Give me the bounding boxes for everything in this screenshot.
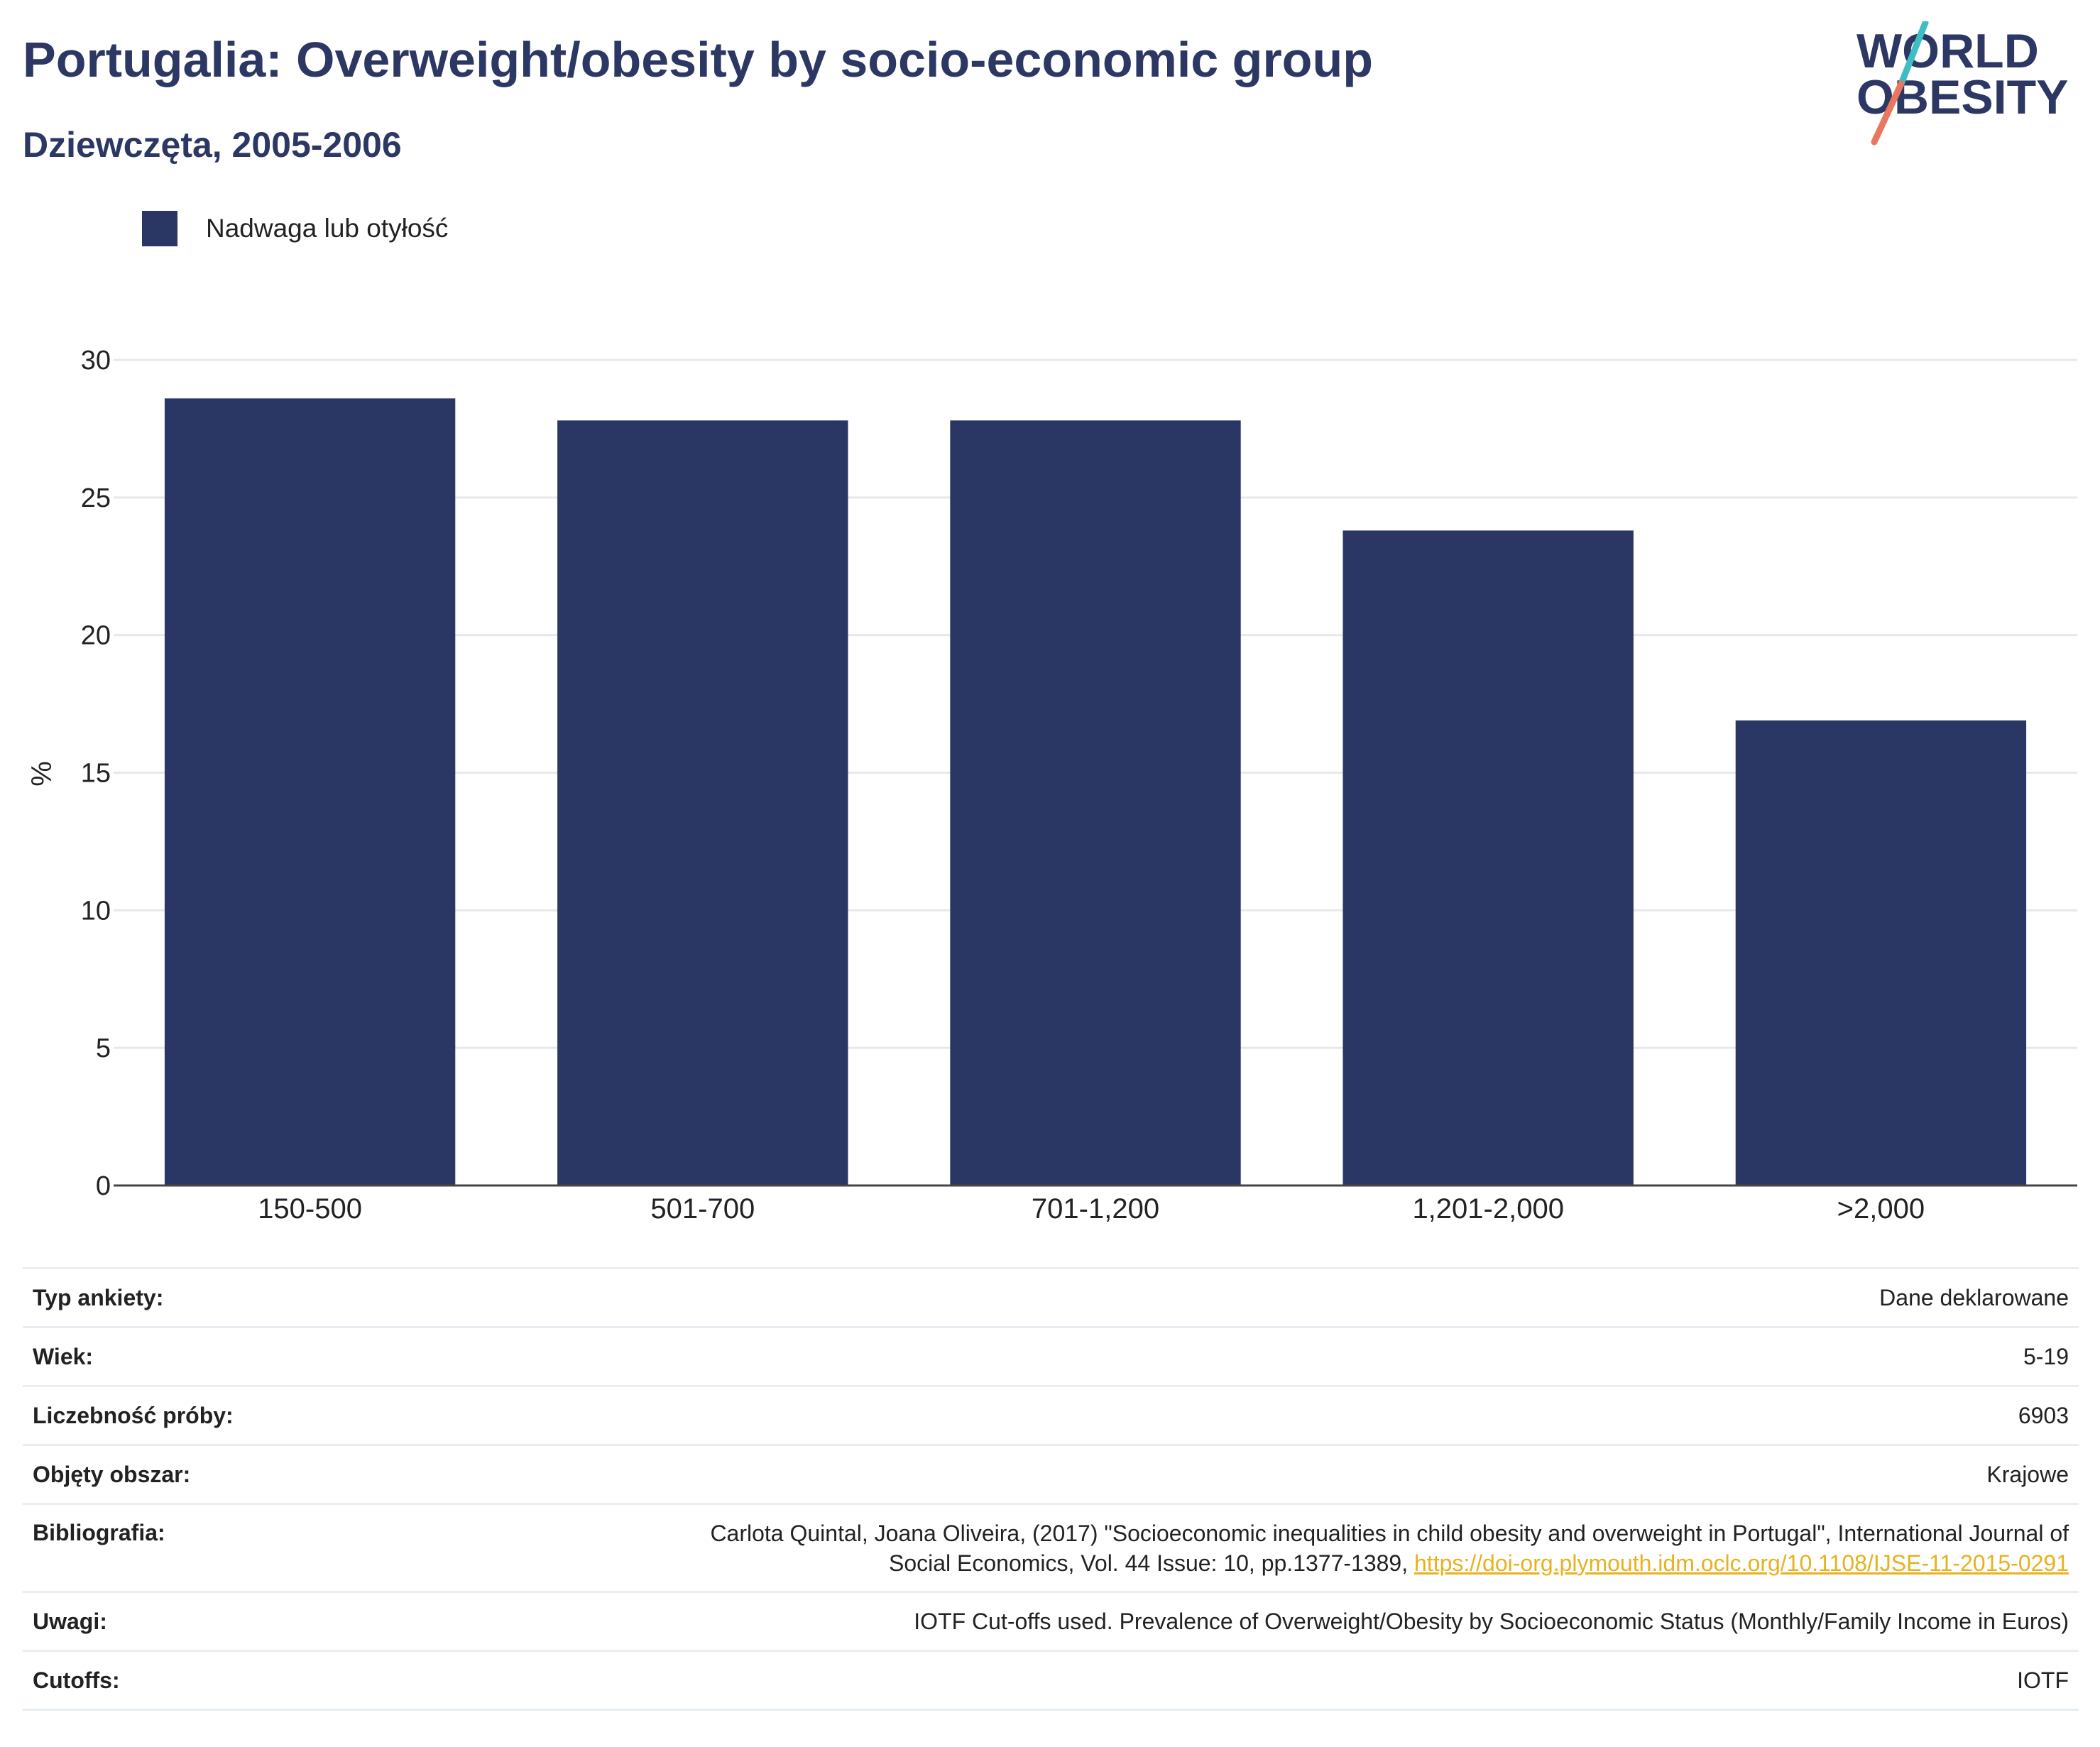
info-label: Typ ankiety: bbox=[33, 1285, 164, 1310]
info-value: IOTF bbox=[2017, 1667, 2069, 1693]
bar[interactable] bbox=[950, 420, 1241, 1186]
logo-slash-coral bbox=[1871, 80, 1905, 146]
y-tick-labels: 0 5 10 15 20 25 30 bbox=[81, 346, 111, 1201]
y-axis-label: % bbox=[26, 761, 58, 787]
info-value: Dane deklarowane bbox=[1879, 1285, 2069, 1310]
x-tick-label: 501-700 bbox=[650, 1193, 755, 1225]
chart-subtitle: Dziewczęta, 2005-2006 bbox=[23, 125, 402, 165]
bar[interactable] bbox=[557, 420, 848, 1186]
info-label: Bibliografia: bbox=[33, 1520, 165, 1545]
world-obesity-logo: WORLD OBESITY bbox=[1856, 21, 2069, 146]
chart-legend: Nadwaga lub otyłość bbox=[142, 210, 448, 247]
bar-chart: 0 5 10 15 20 25 30 150-500 501-700 701-1,200 1,20… bbox=[26, 346, 2077, 1225]
y-tick-label: 15 bbox=[81, 759, 111, 789]
info-label: Wiek: bbox=[33, 1344, 94, 1369]
y-tick-label: 30 bbox=[81, 346, 111, 376]
info-label: Liczebność próby: bbox=[33, 1403, 234, 1428]
info-label: Objęty obszar: bbox=[33, 1462, 191, 1487]
x-tick-labels: 150-500 501-700 701-1,200 1,201-2,000 >2,000 bbox=[258, 1193, 1925, 1225]
x-tick-label: 150-500 bbox=[258, 1193, 362, 1225]
bar[interactable] bbox=[1342, 530, 1634, 1185]
y-tick-label: 10 bbox=[81, 896, 111, 926]
bibliography-line-2: Social Economics, Vol. 44 Issue: 10, pp.… bbox=[888, 1550, 1414, 1576]
bibliography-line-1: Carlota Quintal, Joana Oliveira, (2017) … bbox=[710, 1520, 2069, 1546]
info-value: Krajowe bbox=[1986, 1462, 2069, 1487]
info-label: Uwagi: bbox=[33, 1609, 107, 1634]
info-row-survey-type: Typ ankiety: Dane deklarowane bbox=[23, 1268, 2079, 1327]
info-value: Carlota Quintal, Joana Oliveira, (2017) … bbox=[341, 1504, 2079, 1592]
info-value: IOTF Cut-offs used. Prevalence of Overwe… bbox=[914, 1609, 2069, 1634]
info-value: 5-19 bbox=[2023, 1344, 2069, 1369]
info-row-age: Wiek: 5-19 bbox=[23, 1327, 2079, 1386]
info-row-cutoffs: Cutoffs: IOTF bbox=[23, 1650, 2079, 1710]
y-tick-label: 25 bbox=[81, 483, 111, 513]
y-tick-label: 5 bbox=[96, 1034, 111, 1063]
info-value: 6903 bbox=[2018, 1403, 2069, 1428]
x-tick-label: >2,000 bbox=[1837, 1193, 1925, 1225]
info-row-area: Objęty obszar: Krajowe bbox=[23, 1445, 2079, 1504]
info-row-notes: Uwagi: IOTF Cut-offs used. Prevalence of… bbox=[23, 1592, 2079, 1651]
bar[interactable] bbox=[1735, 720, 2027, 1185]
x-tick-label: 701-1,200 bbox=[1032, 1193, 1159, 1225]
chart-title: Portugalia: Overweight/obesity by socio-… bbox=[23, 32, 1373, 87]
legend-label: Nadwaga lub otyłość bbox=[206, 214, 449, 243]
y-tick-label: 0 bbox=[96, 1171, 111, 1201]
x-tick-label: 1,201-2,000 bbox=[1412, 1193, 1564, 1225]
legend-swatch bbox=[142, 211, 177, 246]
info-row-bibliography: Bibliografia: Carlota Quintal, Joana Oli… bbox=[23, 1504, 2079, 1592]
info-row-sample-size: Liczebność próby: 6903 bbox=[23, 1386, 2079, 1445]
logo-slash-teal bbox=[1898, 21, 1929, 87]
bar[interactable] bbox=[164, 398, 456, 1185]
logo-line-world: WORLD bbox=[1856, 24, 2039, 78]
bars bbox=[164, 398, 2027, 1186]
bibliography-doi-link[interactable]: https://doi-org.plymouth.idm.oclc.org/10… bbox=[1414, 1550, 2069, 1576]
info-table: Typ ankiety: Dane deklarowane Wiek: 5-19… bbox=[23, 1267, 2079, 1711]
y-tick-label: 20 bbox=[81, 621, 111, 651]
info-label: Cutoffs: bbox=[33, 1667, 120, 1693]
